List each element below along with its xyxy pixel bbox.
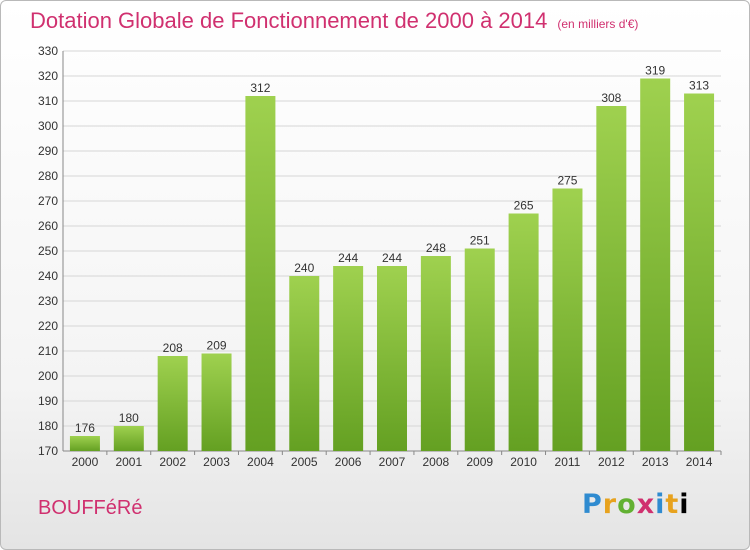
x-tick-label: 2010	[510, 455, 537, 469]
logo-letter: P	[582, 489, 603, 520]
axis-layer: 170 180 190 200 210 220 230 240 250 260 270 280 290 3…	[38, 44, 722, 469]
logo-letter: t	[665, 489, 680, 520]
bar-2001	[113, 426, 144, 451]
x-tick-label: 2013	[642, 455, 669, 469]
y-tick-label: 260	[38, 219, 58, 233]
value-label: 209	[207, 339, 227, 353]
y-tick-label: 330	[38, 44, 58, 58]
value-label: 208	[163, 341, 183, 355]
logo-letter: x	[636, 489, 656, 520]
value-label: 312	[250, 81, 270, 95]
x-tick-label: 2014	[686, 455, 713, 469]
bar-2007	[377, 266, 407, 451]
value-label: 180	[119, 411, 139, 425]
x-tick-label: 2005	[291, 455, 318, 469]
logo-letter: i	[679, 489, 690, 520]
y-tick-label: 320	[38, 69, 58, 83]
bar-2009	[464, 248, 495, 451]
y-tick-label: 270	[38, 194, 58, 208]
y-tick-label: 310	[38, 94, 58, 108]
bar-2005	[289, 276, 320, 451]
value-label: 313	[689, 79, 709, 93]
bar-2014	[684, 93, 715, 451]
label-layer: 176 180 208 209 312 240 244 244 248 251 265 275 308 3…	[75, 64, 709, 436]
y-tick-label: 250	[38, 244, 58, 258]
value-label: 275	[557, 174, 577, 188]
bar-2006	[333, 266, 364, 451]
y-tick-label: 190	[38, 394, 58, 408]
bar-2012	[596, 106, 627, 451]
chart-unit: (en milliers d'€)	[557, 17, 639, 31]
proxiti-logo: Proxiti	[582, 489, 690, 520]
y-tick-label: 170	[38, 444, 58, 458]
x-tick-label: 2007	[379, 455, 406, 469]
y-tick-label: 280	[38, 169, 58, 183]
x-tick-label: 2002	[159, 455, 186, 469]
y-tick-label: 180	[38, 419, 58, 433]
value-label: 244	[382, 251, 402, 265]
chart-title-text: Dotation Globale de Fonctionnement de 20…	[30, 8, 548, 33]
value-label: 176	[75, 421, 95, 435]
bar-2011	[552, 188, 583, 451]
logo-letter: o	[617, 489, 637, 520]
y-tick-label: 200	[38, 369, 58, 383]
bar-2008	[420, 256, 451, 451]
value-label: 308	[601, 91, 621, 105]
bar-2000	[69, 436, 100, 451]
x-tick-label: 2004	[247, 455, 274, 469]
value-label: 319	[645, 64, 665, 78]
y-tick-label: 300	[38, 119, 58, 133]
bar-2013	[640, 78, 671, 451]
value-label: 244	[338, 251, 358, 265]
y-tick-label: 210	[38, 344, 58, 358]
commune-name: BOUFFéRé	[38, 497, 143, 519]
y-tick-label: 290	[38, 144, 58, 158]
x-tick-label: 2012	[598, 455, 625, 469]
y-tick-label: 230	[38, 294, 58, 308]
value-label: 240	[294, 261, 314, 275]
x-tick-label: 2006	[335, 455, 362, 469]
bar-2003	[201, 353, 232, 451]
x-tick-label: 2011	[555, 455, 581, 469]
logo-letter: r	[602, 489, 618, 520]
value-label: 251	[470, 234, 490, 248]
logo-letter: i	[655, 489, 666, 520]
bar-layer	[69, 78, 715, 451]
value-label: 248	[426, 241, 446, 255]
x-tick-label: 2003	[203, 455, 230, 469]
x-tick-label: 2008	[423, 455, 450, 469]
bar-2010	[508, 213, 539, 451]
chart-title: Dotation Globale de Fonctionnement de 20…	[30, 8, 638, 34]
x-tick-label: 2000	[72, 455, 99, 469]
y-tick-label: 240	[38, 269, 58, 283]
bar-2004	[245, 96, 276, 451]
x-tick-label: 2009	[466, 455, 493, 469]
bar-2002	[157, 356, 188, 451]
y-tick-label: 220	[38, 319, 58, 333]
x-tick-label: 2001	[115, 455, 142, 469]
value-label: 265	[514, 199, 534, 213]
